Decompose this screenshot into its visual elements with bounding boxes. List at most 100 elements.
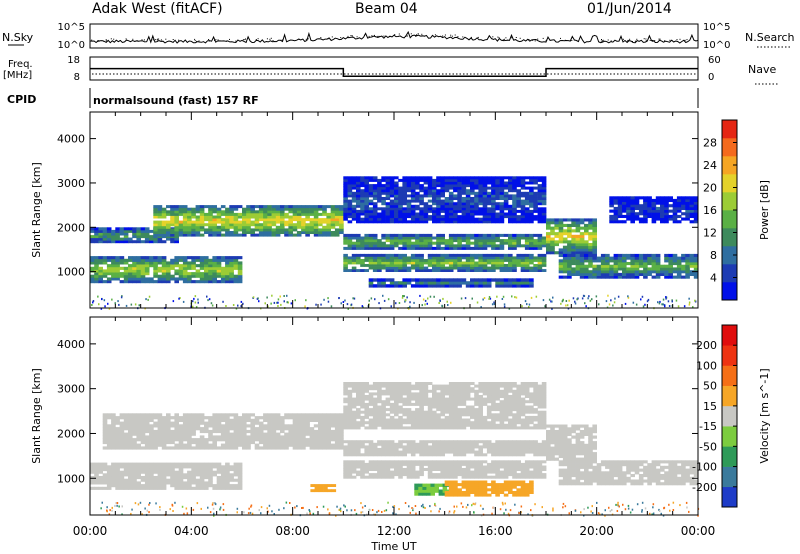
range-cell [465, 178, 471, 182]
range-cell [246, 424, 251, 428]
range-cell [672, 212, 678, 216]
range-cell [533, 194, 538, 198]
range-cell [364, 209, 369, 213]
range-cell [533, 445, 538, 449]
nsearch-point [457, 36, 459, 38]
nsearch-point [242, 39, 244, 41]
range-cell [643, 206, 648, 210]
range-cell [660, 220, 665, 224]
range-cell [685, 267, 690, 271]
range-cell [225, 446, 230, 450]
range-cell [474, 233, 479, 237]
range-cell [132, 427, 137, 431]
range-cell [432, 220, 437, 224]
range-cell [347, 184, 353, 188]
range-cell [212, 462, 217, 466]
range-cell [693, 256, 699, 260]
range-cell [199, 223, 205, 227]
range-cell [343, 202, 348, 206]
range-cell [424, 299, 427, 302]
range-cell [385, 468, 391, 471]
range-cell [119, 237, 125, 241]
range-cell [444, 269, 450, 272]
range-cell [233, 280, 239, 284]
range-cell [149, 235, 154, 239]
range-cell [166, 205, 171, 209]
range-cell [292, 432, 298, 436]
range-cell [575, 218, 581, 222]
range-cell [415, 197, 420, 200]
range-cell [558, 248, 564, 252]
range-cell [381, 266, 386, 270]
range-cell [229, 220, 234, 224]
range-cell [140, 227, 146, 231]
range-cell [347, 236, 353, 240]
range-cell [381, 465, 386, 469]
range-cell [157, 435, 163, 439]
range-cell [322, 418, 327, 422]
range-cell [343, 408, 348, 412]
range-cell [368, 284, 374, 288]
range-cell [237, 432, 243, 436]
range-cell [465, 220, 471, 224]
range-cell [102, 280, 108, 284]
range-cell [208, 429, 213, 434]
range-cell [541, 207, 547, 211]
range-cell [149, 440, 154, 445]
range-cell [263, 207, 268, 211]
range-cell [280, 429, 285, 434]
range-cell [368, 178, 374, 182]
range-cell [529, 473, 534, 477]
range-cell [199, 478, 205, 482]
range-cell [187, 418, 192, 422]
range-cell [402, 473, 407, 477]
range-cell [123, 443, 129, 447]
range-cell [474, 473, 479, 477]
range-cell [225, 432, 230, 436]
range-cell [123, 465, 129, 469]
range-cell [161, 220, 167, 224]
range-cell [170, 266, 175, 270]
range-cell [491, 189, 496, 193]
range-cell [229, 432, 234, 436]
range-cell [533, 217, 538, 221]
range-cell [229, 210, 234, 214]
range-cell [372, 186, 378, 190]
range-cell [550, 229, 555, 233]
range-cell [115, 470, 120, 474]
range-cell [280, 427, 285, 431]
range-cell [436, 281, 441, 285]
range-cell [144, 481, 150, 485]
range-cell [284, 228, 289, 232]
range-cell [208, 465, 213, 469]
range-cell [457, 253, 462, 257]
range-cell [508, 442, 513, 446]
range-cell [212, 231, 217, 234]
range-cell [123, 446, 129, 450]
range-cell [153, 421, 158, 425]
range-cell [377, 259, 382, 262]
range-cell [296, 418, 302, 422]
range-cell [115, 432, 120, 436]
range-cell [512, 261, 517, 265]
range-cell [356, 445, 361, 449]
range-cell [630, 206, 635, 210]
range-cell [482, 239, 488, 243]
range-cell [558, 234, 564, 238]
range-cell [550, 218, 555, 222]
range-cell [470, 207, 475, 211]
range-cell [537, 448, 543, 451]
range-cell [448, 186, 454, 190]
range-cell [94, 486, 99, 490]
range-cell [410, 191, 416, 195]
range-cell [499, 209, 505, 213]
range-cell [440, 281, 445, 285]
range-cell [199, 277, 205, 281]
range-cell [128, 274, 133, 278]
y-tick-label: 4000 [57, 133, 85, 146]
range-cell [170, 468, 175, 472]
range-cell [166, 435, 171, 439]
range-cell [157, 421, 163, 425]
range-cell [491, 184, 496, 188]
range-cell [423, 181, 429, 185]
